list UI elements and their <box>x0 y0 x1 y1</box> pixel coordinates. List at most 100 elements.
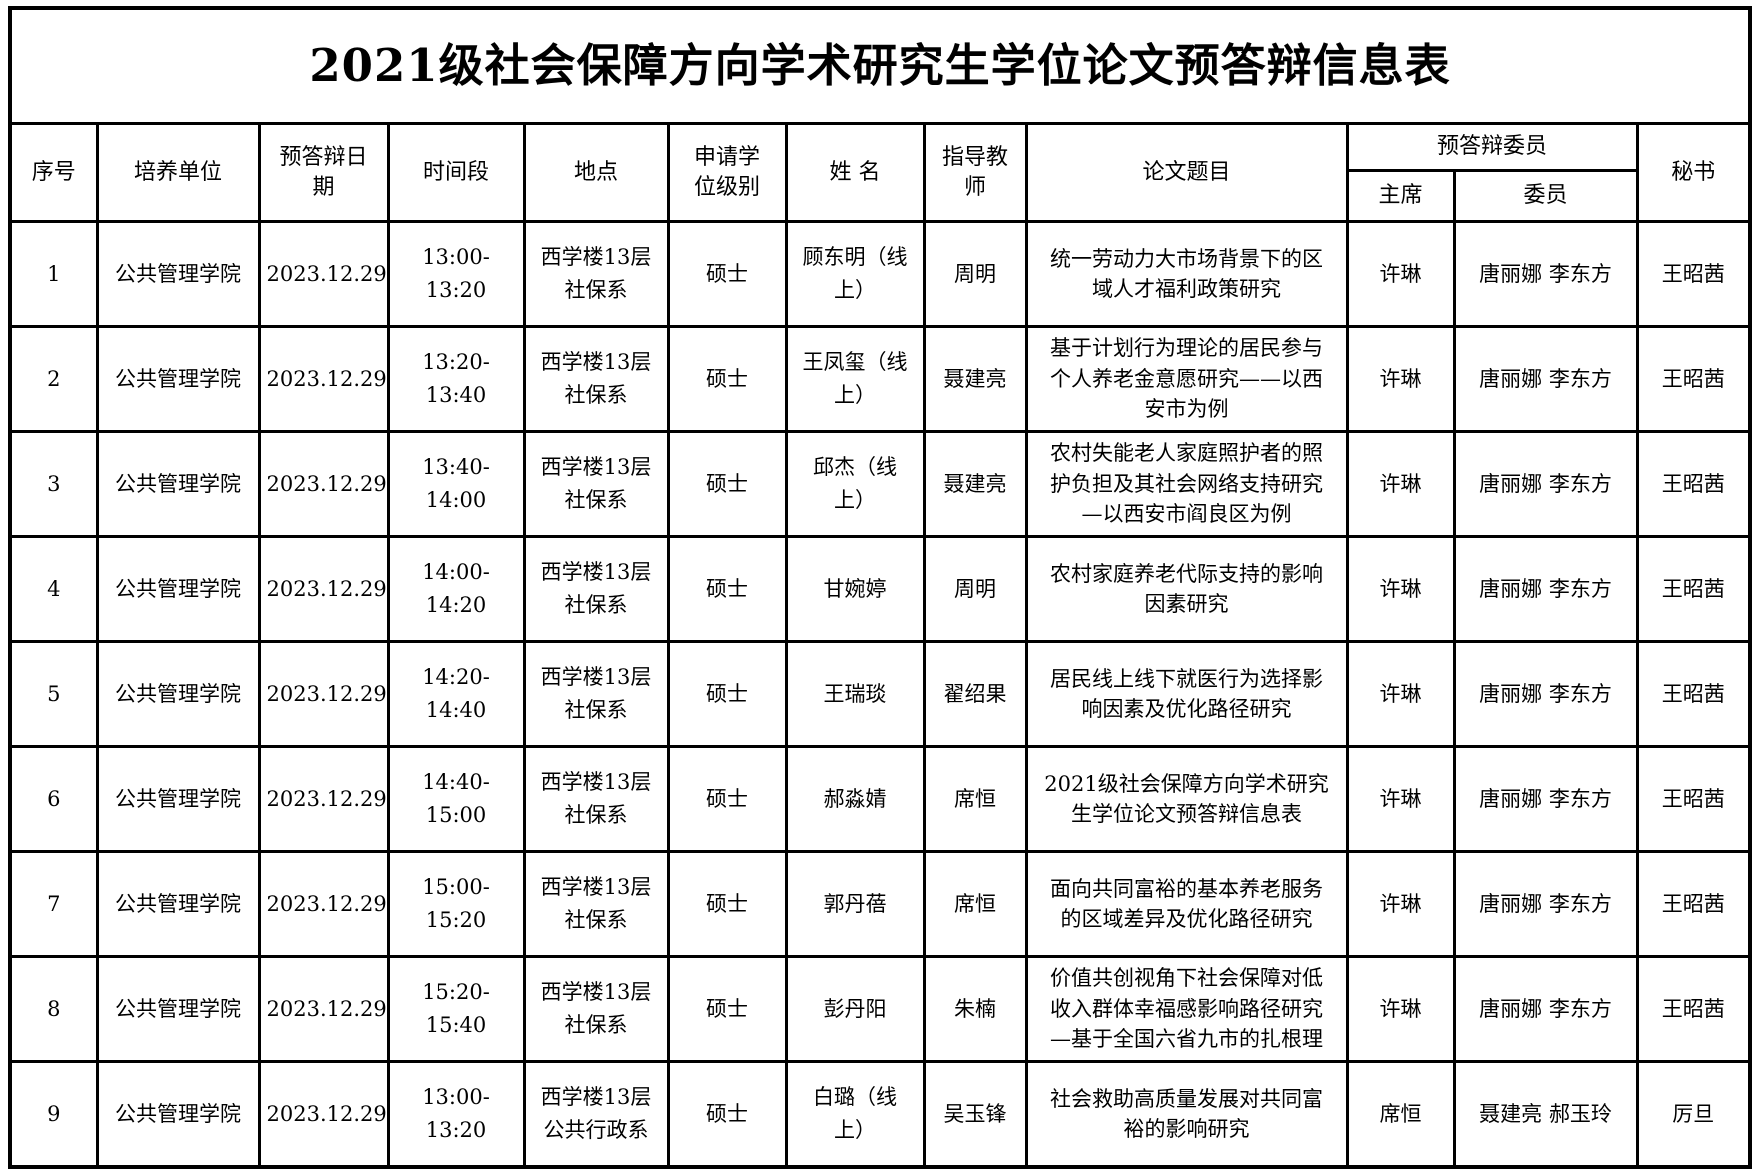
cell-degree-level: 硕士 <box>666 325 788 433</box>
cell-index: 2 <box>8 325 99 433</box>
col-header-unit: 培养单位 <box>95 122 261 223</box>
cell-secretary: 王昭茜 <box>1635 640 1752 748</box>
cell-predefense-date: 2023.12.29. <box>257 1060 390 1169</box>
cell-location: 西学楼13层 社保系 <box>522 640 670 748</box>
header-row-main: 序号 培养单位 预答辩日 期 时间段 地点 申请学 位级别 姓 名 指导教 师 … <box>8 122 1752 223</box>
cell-student-name: 邱杰（线 上） <box>784 430 926 538</box>
table-row: 2 公共管理学院 2023.12.29. 13:20-13:40 西学楼13层 … <box>8 325 1752 433</box>
cell-secretary: 王昭茜 <box>1635 955 1752 1063</box>
cell-committee-members: 唐丽娜 李东方 <box>1452 220 1639 328</box>
col-header-committee: 预答辩委员 <box>1345 122 1639 172</box>
cell-time-slot: 14:00-14:20 <box>386 535 526 643</box>
cell-time-slot: 13:40-14:00 <box>386 430 526 538</box>
cell-location: 西学楼13层 社保系 <box>522 850 670 958</box>
cell-secretary: 王昭茜 <box>1635 745 1752 853</box>
cell-training-unit: 公共管理学院 <box>95 1060 261 1169</box>
cell-time-slot: 13:00-13:20 <box>386 1060 526 1169</box>
cell-advisor: 聂建亮 <box>922 325 1028 433</box>
col-header-degree: 申请学 位级别 <box>666 122 788 223</box>
col-header-secretary: 秘书 <box>1635 122 1752 223</box>
cell-advisor: 席恒 <box>922 850 1028 958</box>
col-header-advisor: 指导教 师 <box>922 122 1028 223</box>
cell-thesis-title: 农村失能老人家庭照护者的照护负担及其社会网络支持研究—以西安市阎良区为例 <box>1024 430 1349 538</box>
cell-committee-chair: 许琳 <box>1345 535 1456 643</box>
cell-predefense-date: 2023.12.29. <box>257 220 390 328</box>
cell-time-slot: 14:20-14:40 <box>386 640 526 748</box>
cell-secretary: 王昭茜 <box>1635 535 1752 643</box>
col-header-location: 地点 <box>522 122 670 223</box>
col-header-thesis: 论文题目 <box>1024 122 1349 223</box>
cell-student-name: 彭丹阳 <box>784 955 926 1063</box>
document-page: 2021级社会保障方向学术研究生学位论文预答辩信息表 序号 培养单位 预答辩日 … <box>8 6 1752 1169</box>
cell-degree-level: 硕士 <box>666 745 788 853</box>
cell-committee-chair: 许琳 <box>1345 430 1456 538</box>
cell-degree-level: 硕士 <box>666 955 788 1063</box>
cell-thesis-title: 居民线上线下就医行为选择影响因素及优化路径研究 <box>1024 640 1349 748</box>
cell-advisor: 周明 <box>922 220 1028 328</box>
cell-committee-chair: 许琳 <box>1345 850 1456 958</box>
page-title: 2021级社会保障方向学术研究生学位论文预答辩信息表 <box>8 6 1752 125</box>
cell-training-unit: 公共管理学院 <box>95 955 261 1063</box>
cell-location: 西学楼13层 社保系 <box>522 745 670 853</box>
cell-thesis-title: 面向共同富裕的基本养老服务的区域差异及优化路径研究 <box>1024 850 1349 958</box>
cell-secretary: 王昭茜 <box>1635 850 1752 958</box>
cell-secretary: 厉旦 <box>1635 1060 1752 1169</box>
cell-student-name: 王瑞琰 <box>784 640 926 748</box>
cell-degree-level: 硕士 <box>666 535 788 643</box>
cell-thesis-title: 基于计划行为理论的居民参与个人养老金意愿研究——以西安市为例 <box>1024 325 1349 433</box>
col-header-members: 委员 <box>1452 169 1639 223</box>
cell-training-unit: 公共管理学院 <box>95 430 261 538</box>
cell-secretary: 王昭茜 <box>1635 430 1752 538</box>
cell-committee-chair: 席恒 <box>1345 1060 1456 1169</box>
table-row: 6 公共管理学院 2023.12.29. 14:40-15:00 西学楼13层 … <box>8 745 1752 853</box>
cell-training-unit: 公共管理学院 <box>95 640 261 748</box>
cell-training-unit: 公共管理学院 <box>95 850 261 958</box>
cell-location: 西学楼13层 社保系 <box>522 535 670 643</box>
table-row: 8 公共管理学院 2023.12.29. 15:20-15:40 西学楼13层 … <box>8 955 1752 1063</box>
cell-committee-members: 唐丽娜 李东方 <box>1452 535 1639 643</box>
table-row: 5 公共管理学院 2023.12.29. 14:20-14:40 西学楼13层 … <box>8 640 1752 748</box>
table-row: 4 公共管理学院 2023.12.29. 14:00-14:20 西学楼13层 … <box>8 535 1752 643</box>
cell-index: 8 <box>8 955 99 1063</box>
cell-degree-level: 硕士 <box>666 220 788 328</box>
cell-degree-level: 硕士 <box>666 1060 788 1169</box>
cell-predefense-date: 2023.12.29. <box>257 430 390 538</box>
cell-location: 西学楼13层 社保系 <box>522 955 670 1063</box>
cell-committee-members: 唐丽娜 李东方 <box>1452 325 1639 433</box>
title-row: 2021级社会保障方向学术研究生学位论文预答辩信息表 <box>8 6 1752 125</box>
cell-thesis-title: 农村家庭养老代际支持的影响因素研究 <box>1024 535 1349 643</box>
cell-student-name: 郝淼婧 <box>784 745 926 853</box>
cell-degree-level: 硕士 <box>666 430 788 538</box>
col-header-index: 序号 <box>8 122 99 223</box>
table-row: 1 公共管理学院 2023.12.29. 13:00-13:20 西学楼13层 … <box>8 220 1752 328</box>
cell-student-name: 甘婉婷 <box>784 535 926 643</box>
cell-secretary: 王昭茜 <box>1635 325 1752 433</box>
cell-predefense-date: 2023.12.29. <box>257 745 390 853</box>
cell-committee-chair: 许琳 <box>1345 325 1456 433</box>
cell-advisor: 朱楠 <box>922 955 1028 1063</box>
cell-time-slot: 15:20-15:40 <box>386 955 526 1063</box>
cell-location: 西学楼13层 公共行政系 <box>522 1060 670 1169</box>
cell-index: 5 <box>8 640 99 748</box>
cell-predefense-date: 2023.12.29. <box>257 325 390 433</box>
table-row: 7 公共管理学院 2023.12.29. 15:00-15:20 西学楼13层 … <box>8 850 1752 958</box>
cell-committee-members: 唐丽娜 李东方 <box>1452 745 1639 853</box>
cell-index: 6 <box>8 745 99 853</box>
col-header-date: 预答辩日 期 <box>257 122 390 223</box>
cell-committee-members: 唐丽娜 李东方 <box>1452 430 1639 538</box>
cell-predefense-date: 2023.12.29. <box>257 535 390 643</box>
cell-thesis-title: 统一劳动力大市场背景下的区域人才福利政策研究 <box>1024 220 1349 328</box>
cell-predefense-date: 2023.12.29. <box>257 955 390 1063</box>
cell-student-name: 郭丹蓓 <box>784 850 926 958</box>
col-header-chair: 主席 <box>1345 169 1456 223</box>
cell-thesis-title: 2021级社会保障方向学术研究生学位论文预答辩信息表 <box>1024 745 1349 853</box>
cell-advisor: 周明 <box>922 535 1028 643</box>
cell-time-slot: 15:00-15:20 <box>386 850 526 958</box>
cell-training-unit: 公共管理学院 <box>95 745 261 853</box>
cell-degree-level: 硕士 <box>666 640 788 748</box>
cell-index: 9 <box>8 1060 99 1169</box>
cell-training-unit: 公共管理学院 <box>95 535 261 643</box>
cell-committee-members: 唐丽娜 李东方 <box>1452 955 1639 1063</box>
cell-secretary: 王昭茜 <box>1635 220 1752 328</box>
cell-student-name: 王凤玺（线 上） <box>784 325 926 433</box>
